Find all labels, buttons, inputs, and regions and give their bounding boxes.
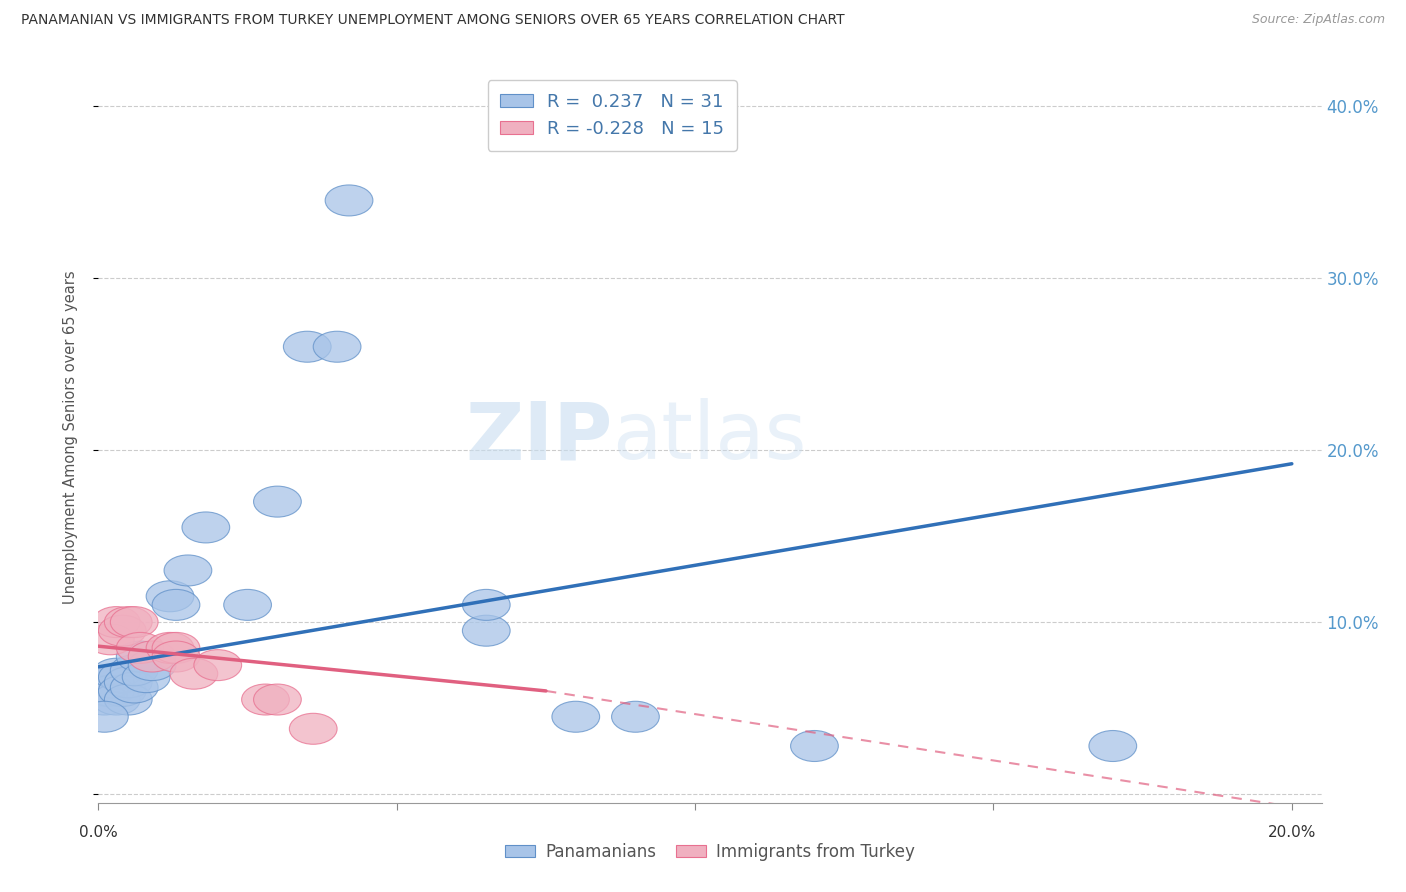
Text: Source: ZipAtlas.com: Source: ZipAtlas.com	[1251, 13, 1385, 27]
Ellipse shape	[93, 658, 141, 690]
Ellipse shape	[104, 607, 152, 638]
Ellipse shape	[325, 185, 373, 216]
Ellipse shape	[110, 607, 157, 638]
Y-axis label: Unemployment Among Seniors over 65 years: Unemployment Among Seniors over 65 years	[63, 270, 77, 604]
Ellipse shape	[104, 667, 152, 698]
Ellipse shape	[80, 675, 128, 706]
Text: ZIP: ZIP	[465, 398, 612, 476]
Ellipse shape	[117, 632, 165, 664]
Ellipse shape	[128, 649, 176, 681]
Ellipse shape	[242, 684, 290, 715]
Ellipse shape	[98, 615, 146, 646]
Ellipse shape	[122, 662, 170, 693]
Ellipse shape	[117, 641, 165, 672]
Ellipse shape	[1088, 731, 1136, 762]
Ellipse shape	[152, 641, 200, 672]
Ellipse shape	[146, 632, 194, 664]
Ellipse shape	[152, 590, 200, 620]
Ellipse shape	[93, 684, 141, 715]
Ellipse shape	[128, 641, 176, 672]
Ellipse shape	[98, 675, 146, 706]
Ellipse shape	[98, 662, 146, 693]
Ellipse shape	[152, 632, 200, 664]
Ellipse shape	[80, 684, 128, 715]
Ellipse shape	[110, 655, 157, 686]
Ellipse shape	[790, 731, 838, 762]
Ellipse shape	[87, 667, 134, 698]
Ellipse shape	[87, 624, 134, 655]
Ellipse shape	[224, 590, 271, 620]
Ellipse shape	[110, 672, 157, 703]
Ellipse shape	[170, 658, 218, 690]
Ellipse shape	[612, 701, 659, 732]
Ellipse shape	[253, 684, 301, 715]
Ellipse shape	[284, 331, 332, 362]
Ellipse shape	[181, 512, 229, 543]
Ellipse shape	[93, 607, 141, 638]
Text: 20.0%: 20.0%	[1268, 825, 1316, 840]
Ellipse shape	[463, 590, 510, 620]
Text: 0.0%: 0.0%	[79, 825, 118, 840]
Ellipse shape	[290, 714, 337, 744]
Ellipse shape	[553, 701, 599, 732]
Ellipse shape	[80, 701, 128, 732]
Ellipse shape	[463, 615, 510, 646]
Ellipse shape	[87, 675, 134, 706]
Text: atlas: atlas	[612, 398, 807, 476]
Legend: Panamanians, Immigrants from Turkey: Panamanians, Immigrants from Turkey	[498, 837, 922, 868]
Ellipse shape	[194, 649, 242, 681]
Ellipse shape	[165, 555, 212, 586]
Text: PANAMANIAN VS IMMIGRANTS FROM TURKEY UNEMPLOYMENT AMONG SENIORS OVER 65 YEARS CO: PANAMANIAN VS IMMIGRANTS FROM TURKEY UNE…	[21, 13, 845, 28]
Ellipse shape	[314, 331, 361, 362]
Ellipse shape	[104, 684, 152, 715]
Ellipse shape	[253, 486, 301, 517]
Ellipse shape	[146, 581, 194, 612]
